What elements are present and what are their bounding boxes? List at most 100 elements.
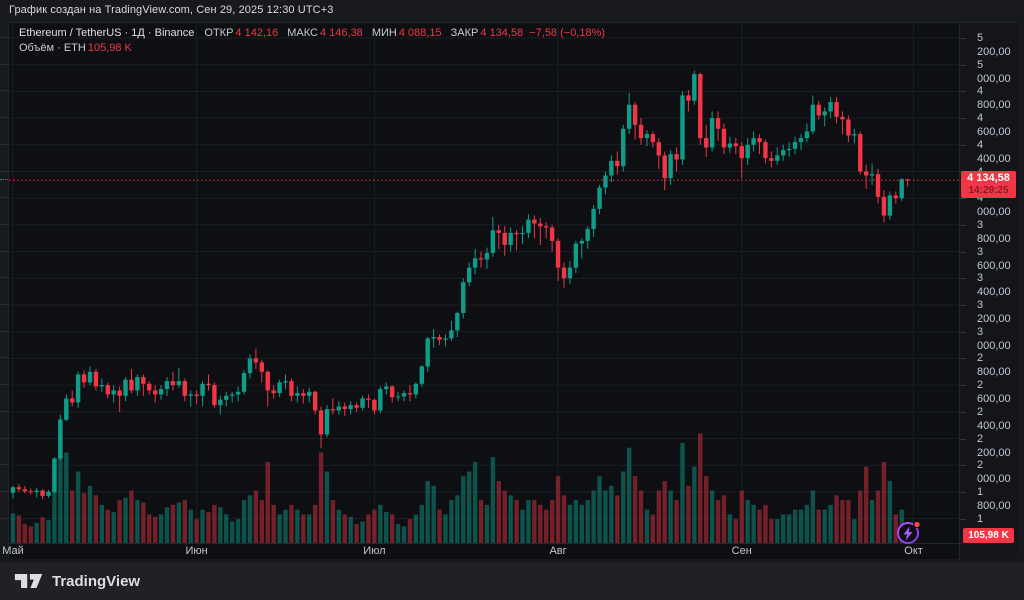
volume-bar [437,509,442,543]
volume-bar [455,495,460,543]
volume-bar [141,502,146,543]
candle-body [141,377,146,384]
price-axis-tick [960,38,966,39]
volume-bar [123,497,128,543]
price-axis[interactable]: 4 134,58 14:29:25 105,98 K 5 200,00 5 000… [959,23,1017,559]
time-axis-label: Июн [185,545,208,557]
left-gridline-stub [0,304,7,305]
candle-body [496,230,502,233]
volume-bar [544,509,549,543]
volume-legend-row: Объём · ETH 105,98 K [19,41,614,56]
last-price-badge: 4 134,58 14:29:25 [961,171,1016,199]
price-axis-label: 2 800,00 [977,352,1011,379]
candle-body [852,134,857,136]
volume-bar [549,500,555,543]
candlestick-chart[interactable] [9,23,959,543]
volume-bar [170,504,176,543]
candle-body [739,146,744,159]
candle-body [615,160,620,167]
volume-bar [283,509,288,543]
volume-bar [514,500,519,543]
candle-body [561,267,567,279]
volume-bar [798,509,804,543]
volume-bar [158,514,164,543]
volume-bar [425,481,430,543]
price-axis-tick [960,278,966,280]
price-axis-tick [960,385,966,387]
candle-body [241,373,247,392]
volume-bar [674,500,679,543]
candle-body [715,118,721,129]
time-axis-label: Авг [549,545,567,557]
price-axis-label: 5 200,00 [977,32,1011,58]
volume-bar [16,515,22,543]
candle-body [271,390,276,394]
tradingview-wordmark: TradingView [52,572,141,590]
volume-bar [609,485,614,543]
candle-body [656,142,661,156]
volume-bar [259,500,265,543]
price-axis-label: 2 600,00 [977,379,1011,406]
candle-body [22,489,28,492]
candle-body [549,227,555,241]
candle-body [573,243,579,268]
left-gridline-stub [0,277,7,279]
time-axis-label: Сен [731,545,752,557]
candle-body [152,390,158,395]
candle-body [692,74,697,101]
volume-bar [869,500,875,543]
volume-bar [413,514,419,543]
volume-bar [739,490,744,543]
volume-bar [194,519,199,543]
candle-body [188,394,193,396]
candle-body [585,228,590,241]
volume-bar [466,471,472,543]
left-gridline-stub [0,357,7,359]
candle-body [899,179,904,199]
candle-body [520,232,525,235]
volume-bar [698,433,703,543]
candle-body [579,240,584,244]
flash-icon[interactable] [894,517,924,547]
candle-body [508,232,513,245]
symbol-title[interactable]: Ethereum / TetherUS · 1Д · Binance [19,27,195,39]
left-gridline-stub [0,410,7,412]
volume-bar [828,504,833,543]
candle-body [277,382,282,394]
candle-body [437,337,442,340]
candle-body [603,175,608,188]
low-value: 4 088,15 [398,27,442,39]
volume-bar [182,500,187,543]
left-gridline-stub [0,63,7,65]
volume-bar [58,419,63,543]
last-price-value: 4 134,58 [967,172,1010,185]
candle-body [893,195,898,199]
volume-bar [449,500,454,543]
candle-body [34,490,39,492]
price-axis-tick [960,305,966,306]
volume-bar [229,521,235,543]
tradingview-logo[interactable]: TradingView [14,569,140,593]
price-axis-tick [960,224,966,226]
time-axis[interactable]: Май Июн Июл Авг Сен Окт [2,543,959,559]
volume-bar [840,500,845,543]
candle-body [10,487,16,493]
price-axis-label: 4 800,00 [977,85,1011,112]
volume-bar [727,514,733,543]
volume-bar [650,514,656,543]
candle-body [609,160,614,176]
candle-body [342,406,347,410]
price-axis-label: 3 800,00 [977,218,1011,245]
volume-bar [591,490,596,543]
volume-bar [318,452,324,543]
candle-body [751,138,756,145]
open-label: ОТКР [204,27,234,39]
volume-bar [686,485,691,543]
candle-body [218,399,223,406]
candle-body [461,282,466,314]
volume-bar [502,490,507,543]
volume-bar [135,500,140,543]
left-gridline-stub [0,170,7,172]
volume-bar [40,517,45,543]
candle-body [703,138,709,148]
